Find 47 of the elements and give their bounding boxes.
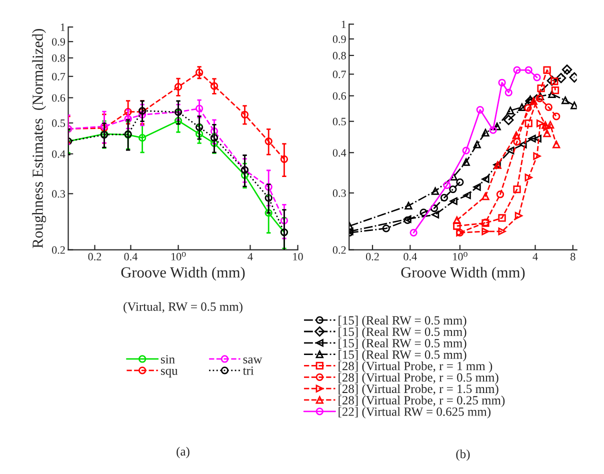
- y-tick-label: 1: [342, 20, 346, 28]
- legend-label: [28] (Virtual Probe, r = 0.25 mm): [338, 396, 505, 408]
- y-tick-label: 0.4: [52, 150, 66, 158]
- x-tick-label: 0.4: [404, 252, 417, 260]
- text: (Virtual, RW = 0.5 mm): [124, 302, 242, 314]
- y-tick-label: 0.8: [52, 54, 66, 62]
- y-tick-label: 0.8: [332, 52, 346, 60]
- legend-label: saw: [243, 357, 262, 364]
- legend-label: [15] (Real RW = 0.5 mm): [338, 316, 466, 328]
- x-tick-label: 0.4: [124, 252, 138, 260]
- legend-label: tri: [242, 366, 254, 375]
- legend-label: sin: [160, 355, 175, 364]
- y-tick-label: 0.3: [332, 189, 346, 197]
- legend-label: [28] (Virtual Probe, r = 0.5 mm): [338, 372, 498, 384]
- x-tick-label: 0.2: [366, 252, 379, 260]
- legend-label: [28] (Virtual Probe, r = 1.5 mm): [338, 384, 498, 396]
- y-tick-label: 0.4: [332, 149, 346, 157]
- y-tick-label: 0.3: [52, 190, 66, 198]
- y-tick-label: 0.5: [332, 118, 346, 126]
- text: (a): [176, 446, 190, 458]
- legend-label: squ: [160, 368, 178, 378]
- x-tick-label: 4: [248, 252, 253, 260]
- legend-label: [28] (Virtual Probe, r = 1 mm ): [338, 361, 492, 373]
- x-axis-title: Groove Width (mm): [401, 266, 525, 281]
- x-tick-label: 4: [532, 252, 538, 260]
- y-tick-label: 0.6: [332, 92, 346, 100]
- y-tick-label: 0.2: [332, 246, 346, 254]
- legend-label: [15] (Real RW = 0.5 mm): [338, 327, 466, 339]
- y-tick-label: 1: [60, 24, 65, 31]
- x-tick-label: 10: [293, 252, 303, 260]
- legend-label: [15] (Real RW = 0.5 mm): [338, 350, 466, 362]
- y-tick-label: 0.2: [52, 246, 65, 254]
- y-tick-label: 0.7: [332, 70, 346, 78]
- y-tick-label: 0.7: [52, 72, 66, 80]
- x-tick-label: 10⁰: [171, 252, 186, 260]
- legend-label: [15] (Real RW = 0.5 mm): [338, 338, 466, 350]
- y-tick-label: 0.6: [52, 94, 66, 102]
- y-tick-label: 0.5: [52, 119, 66, 127]
- x-axis-title: Groove Width (mm): [121, 266, 245, 281]
- x-tick-label: 0.2: [88, 252, 102, 260]
- text: (b): [456, 449, 470, 461]
- y-tick-label: 0.9: [52, 38, 66, 46]
- legend-label: [22] (Virtual RW = 0.625 mm): [338, 407, 490, 418]
- y-axis-title: Roughness Estimates (Normalized): [32, 28, 46, 248]
- x-tick-label: 8: [570, 252, 576, 260]
- x-tick-label: 10⁰: [453, 252, 468, 260]
- y-tick-label: 0.9: [332, 35, 346, 43]
